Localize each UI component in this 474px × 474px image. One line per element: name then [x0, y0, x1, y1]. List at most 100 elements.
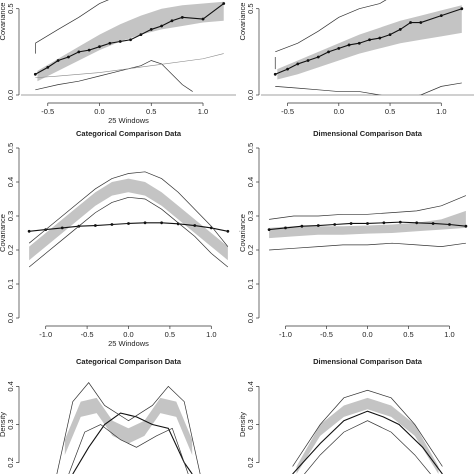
data-point [67, 55, 70, 59]
series-line-2 [292, 389, 443, 467]
data-point [222, 2, 226, 5]
x-tick-label: -0.5 [81, 330, 94, 339]
data-point [273, 72, 277, 76]
x-tick-label: 0.0 [362, 330, 372, 339]
x-tick-label: -0.5 [320, 330, 333, 339]
x-tick-label: 0.0 [334, 107, 344, 116]
data-point [378, 36, 382, 40]
x-tick-label: 1.0 [206, 330, 216, 339]
data-point [333, 223, 337, 226]
series-line-1 [292, 410, 443, 474]
y-tick-label: 0.0 [246, 313, 255, 323]
data-point [448, 223, 451, 226]
data-point [419, 21, 423, 24]
data-point [110, 223, 114, 226]
data-point [316, 55, 320, 59]
series-line-2 [56, 382, 201, 474]
confidence-band [29, 178, 228, 261]
data-point [77, 50, 81, 54]
chart-panel-5: 0.2 0.3 0.4 Categorical Comparison Data Dens… [0, 357, 201, 474]
data-point [160, 221, 164, 225]
panel-title: Categorical Comparison Data [76, 357, 182, 366]
y-axis-title: Density [0, 412, 7, 437]
data-point [27, 229, 31, 233]
data-point [296, 62, 300, 66]
data-point [56, 59, 60, 62]
y-tick-label: 0.2 [6, 245, 15, 255]
data-point [337, 47, 341, 50]
y-tick-label: 0.0 [246, 90, 255, 100]
series-line-2 [269, 195, 467, 220]
plot-area [273, 0, 464, 95]
data-point [108, 41, 112, 45]
series-line-1 [72, 412, 193, 474]
chart-panel-6: 0.2 0.3 0.4 Dimensional Comparison Data Dens… [238, 357, 443, 474]
data-point [46, 65, 50, 69]
data-point [149, 28, 153, 31]
y-tick-label: 0.4 [246, 381, 255, 391]
series-line-3 [68, 424, 189, 474]
x-tick-label: -1.0 [279, 330, 292, 339]
plot-area [27, 171, 230, 268]
plot-area [33, 0, 226, 92]
panel-title: Dimensional Comparison Data [313, 129, 423, 138]
series-line-2 [35, 0, 109, 44]
data-point [316, 224, 320, 227]
panel-title: Dimensional Comparison Data [313, 357, 423, 366]
plot-area [267, 195, 468, 251]
confidence-band [64, 397, 193, 455]
x-tick-label: 0.5 [146, 107, 156, 116]
data-point [129, 38, 132, 42]
confidence-band [277, 5, 462, 80]
y-tick-label: 0.4 [6, 381, 15, 391]
x-tick-label: 0.5 [403, 330, 413, 339]
y-tick-label: 0.3 [6, 211, 15, 221]
y-tick-label: 0.1 [6, 279, 15, 289]
data-point [93, 224, 97, 227]
data-point [357, 41, 361, 45]
chart-panel-2: 0.0 0.5 -0.5 0.0 0.5 1.0 Covariance [238, 0, 474, 116]
y-tick-label: 0.0 [6, 313, 15, 323]
x-tick-label: 0.5 [165, 330, 175, 339]
data-point [201, 17, 205, 21]
data-point [118, 40, 122, 43]
data-point [60, 226, 64, 230]
y-tick-label: 0.0 [6, 90, 15, 100]
data-point [306, 59, 310, 62]
chart-panel-1: 0.0 0.5 -0.5 0.0 0.5 1.0 25 Windows Covariance [0, 0, 236, 125]
data-point [98, 45, 101, 49]
data-point [300, 224, 304, 228]
chart-panel-4: 0.0 0.1 0.2 0.3 0.4 0.5 -1.0 -0.5 0.0 0.5 1.0 Dimen… [238, 129, 468, 339]
x-tick-label: -0.5 [281, 107, 294, 116]
y-tick-label: 0.2 [6, 457, 15, 467]
data-point [193, 224, 197, 227]
x-tick-label: 0.5 [385, 107, 395, 116]
series-line-2 [275, 0, 387, 53]
y-tick-label: 0.2 [246, 457, 255, 467]
data-point [460, 7, 464, 11]
data-point [388, 33, 392, 36]
data-point [327, 50, 330, 54]
data-point [226, 229, 230, 233]
y-tick-label: 0.1 [246, 279, 255, 289]
series-line-3 [28, 196, 229, 268]
x-tick-label: 1.0 [198, 107, 208, 116]
x-tick-label: -0.5 [41, 107, 54, 116]
y-axis-title: Covariance [238, 214, 247, 252]
series-line-3 [269, 242, 466, 251]
y-axis-title: Covariance [238, 3, 247, 41]
data-point [284, 226, 287, 230]
data-point [368, 38, 371, 42]
data-point [409, 21, 412, 24]
data-point [349, 222, 353, 225]
data-point [431, 222, 435, 225]
data-point [143, 221, 147, 225]
x-tick-label: 1.0 [444, 330, 454, 339]
data-point [347, 43, 351, 47]
data-point [415, 221, 419, 225]
data-point [398, 28, 402, 31]
data-point [170, 19, 174, 23]
y-tick-label: 0.5 [6, 143, 15, 153]
series-line-3 [304, 420, 431, 474]
